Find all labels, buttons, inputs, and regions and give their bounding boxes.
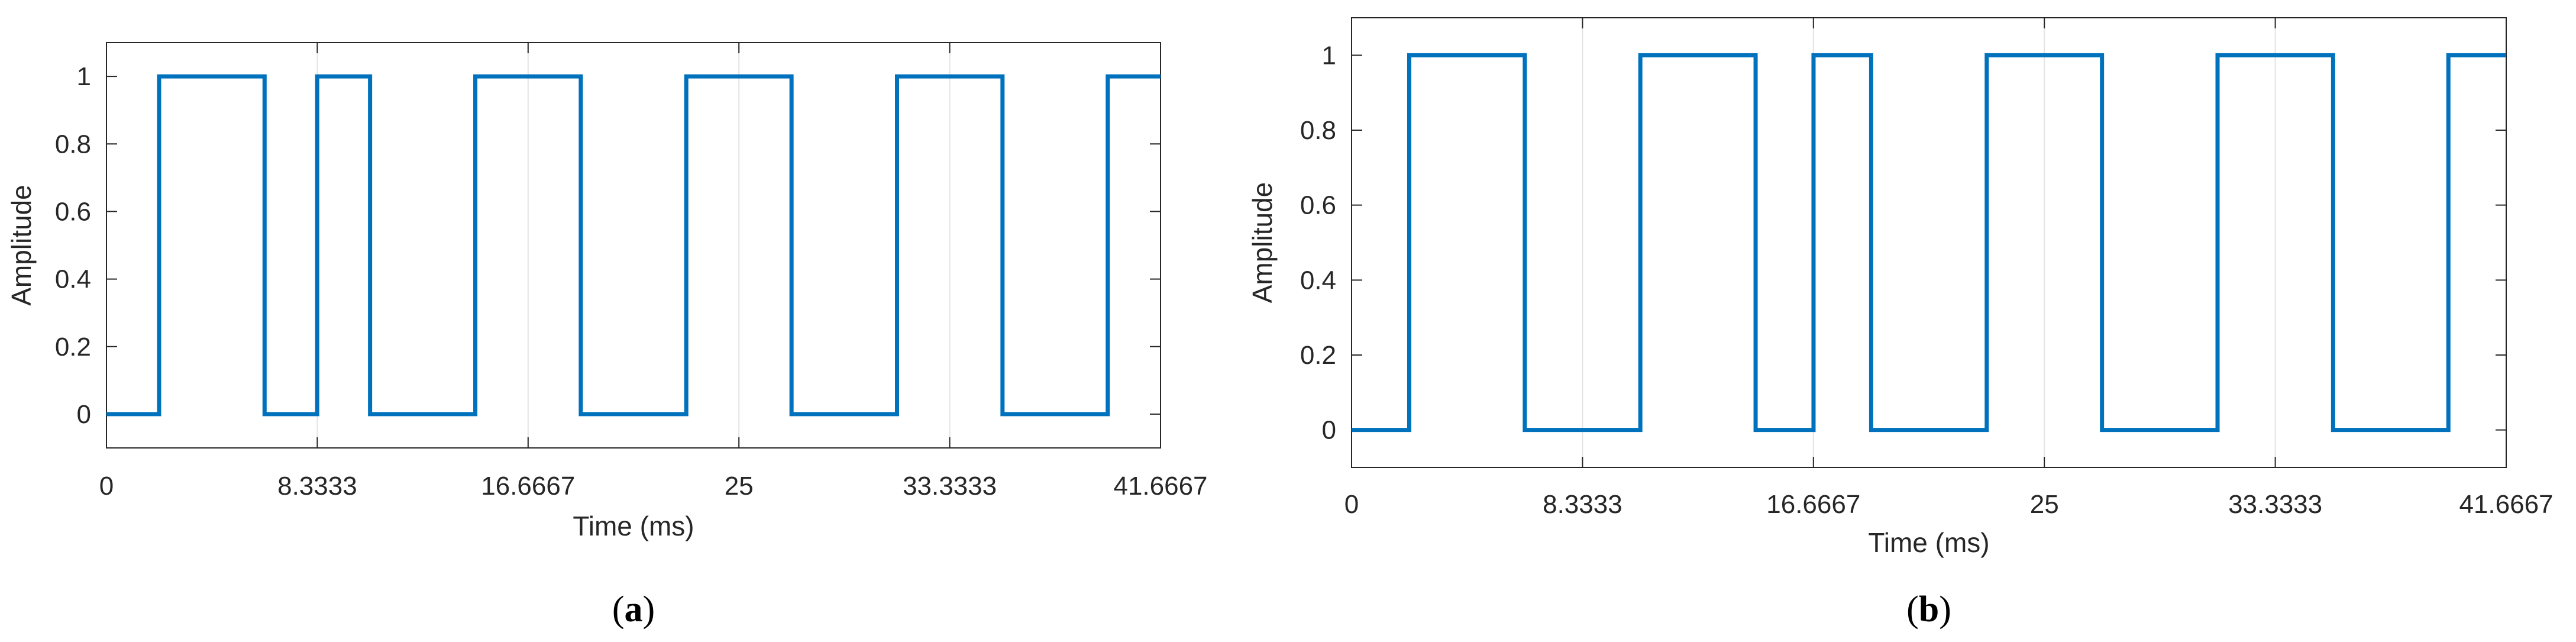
- x-tick-label: 0: [1344, 490, 1359, 519]
- x-axis-label: Time (ms): [573, 511, 694, 541]
- y-axis-label: Amplitude: [6, 185, 37, 306]
- x-tick-label: 8.3333: [1543, 490, 1622, 519]
- y-tick-label: 0.8: [1300, 116, 1336, 145]
- x-tick-label: 41.6667: [1113, 472, 1207, 501]
- x-tick-label: 16.6667: [1766, 490, 1860, 519]
- x-axis-label: Time (ms): [1868, 527, 1989, 558]
- y-tick-label: 0: [77, 400, 91, 429]
- series-line: [106, 74, 1161, 417]
- x-tick-label: 8.3333: [277, 472, 357, 501]
- x-tick-label: 25: [725, 472, 754, 501]
- x-tick-label: 16.6667: [481, 472, 575, 501]
- x-tick-label: 33.3333: [2228, 490, 2322, 519]
- y-tick-label: 0.6: [1300, 191, 1336, 220]
- chart-panel-b: 0 8.3333 16.6667 25 33.3333 41.6667 0 0.2 0.4 0.6…: [1247, 17, 2554, 630]
- y-tick-label: 0.8: [55, 130, 91, 159]
- x-tick-label: 33.3333: [903, 472, 997, 501]
- axes-box: [106, 42, 1161, 449]
- y-tick-label: 0.2: [55, 333, 91, 362]
- panel-label: (a): [612, 589, 655, 630]
- y-tick-label: 0.2: [1300, 341, 1336, 370]
- x-tick-label: 25: [2030, 490, 2059, 519]
- y-tick-label: 1: [1322, 41, 1336, 70]
- series-line: [1352, 53, 2506, 433]
- y-axis-label: Amplitude: [1247, 182, 1278, 304]
- y-tick-label: 0.4: [1300, 266, 1336, 295]
- y-tick-label: 0.6: [55, 197, 91, 226]
- axes-box: [1351, 17, 2507, 468]
- y-tick-label: 0.4: [55, 265, 91, 294]
- x-tick-label: 0: [99, 472, 114, 501]
- x-tick-label: 41.6667: [2459, 490, 2553, 519]
- chart-panel-a: 0 8.3333 16.6667 25 33.3333 41.6667 0 0.2 0.4 0.6…: [6, 42, 1208, 630]
- panel-label: (b): [1906, 589, 1951, 630]
- y-tick-label: 0: [1322, 416, 1336, 445]
- y-tick-label: 1: [77, 62, 91, 91]
